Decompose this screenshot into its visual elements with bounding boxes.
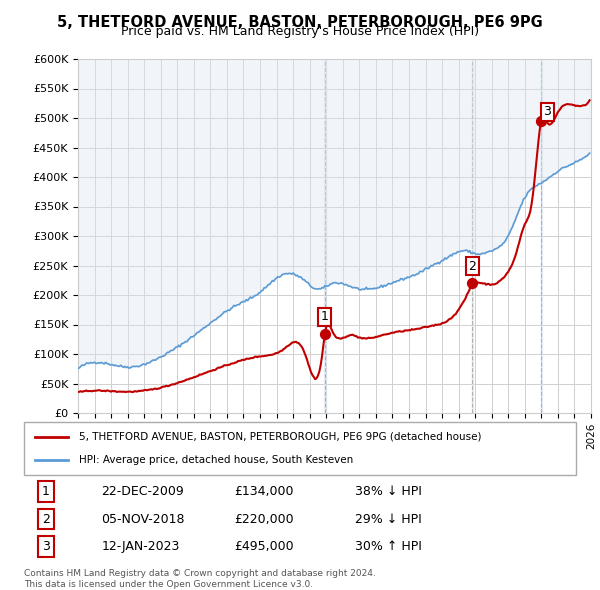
Text: 22-DEC-2009: 22-DEC-2009 [101,485,184,498]
Bar [541,59,542,413]
Text: 5, THETFORD AVENUE, BASTON, PETERBOROUGH, PE6 9PG: 5, THETFORD AVENUE, BASTON, PETERBOROUGH… [57,15,543,30]
Text: HPI: Average price, detached house, South Kesteven: HPI: Average price, detached house, Sout… [79,455,353,465]
Text: 38% ↓ HPI: 38% ↓ HPI [355,485,422,498]
Text: 1: 1 [42,485,50,498]
Text: 2: 2 [42,513,50,526]
FancyBboxPatch shape [24,422,576,475]
Bar [472,59,473,413]
Point [320,329,329,339]
Text: 5, THETFORD AVENUE, BASTON, PETERBOROUGH, PE6 9PG (detached house): 5, THETFORD AVENUE, BASTON, PETERBOROUGH… [79,432,482,442]
Text: £220,000: £220,000 [234,513,293,526]
Text: 12-JAN-2023: 12-JAN-2023 [101,540,179,553]
Text: 1: 1 [321,310,329,323]
Text: Contains HM Land Registry data © Crown copyright and database right 2024.
This d: Contains HM Land Registry data © Crown c… [24,569,376,589]
Text: 30% ↑ HPI: 30% ↑ HPI [355,540,422,553]
Text: £134,000: £134,000 [234,485,293,498]
Text: 29% ↓ HPI: 29% ↓ HPI [355,513,422,526]
Text: 3: 3 [42,540,50,553]
Bar [324,59,326,413]
Text: £495,000: £495,000 [234,540,293,553]
Text: Price paid vs. HM Land Registry's House Price Index (HPI): Price paid vs. HM Land Registry's House … [121,25,479,38]
Point [467,278,477,288]
Text: 2: 2 [469,260,476,273]
Text: 05-NOV-2018: 05-NOV-2018 [101,513,185,526]
Point [536,116,546,126]
Text: 3: 3 [544,105,551,118]
